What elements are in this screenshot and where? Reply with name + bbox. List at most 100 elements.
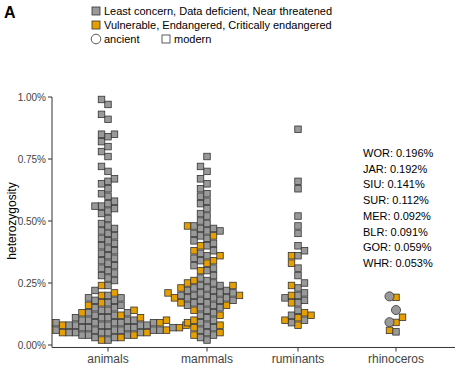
point (92, 305, 99, 312)
point (118, 312, 125, 319)
point (191, 248, 198, 255)
legend-shape (162, 35, 170, 43)
point (204, 252, 211, 259)
point (98, 210, 105, 217)
point (184, 280, 191, 287)
point (197, 225, 204, 232)
point (210, 280, 217, 287)
point (163, 327, 170, 334)
point (301, 248, 308, 255)
point (98, 257, 105, 264)
point (210, 233, 217, 240)
point (105, 193, 112, 200)
y-axis-label: heterozygosity (5, 182, 19, 259)
point (210, 265, 217, 272)
point (295, 322, 302, 329)
point (124, 310, 131, 317)
point (223, 287, 230, 294)
y-tick (48, 97, 52, 98)
point (98, 250, 105, 256)
point (105, 116, 112, 123)
point (204, 292, 211, 299)
point (197, 176, 204, 183)
x-tick-label: mammals (181, 352, 233, 366)
point (85, 332, 92, 339)
point (105, 208, 112, 215)
point (170, 324, 177, 331)
y-tick (48, 221, 52, 222)
annotation: WHR: 0.053% (363, 257, 433, 269)
point (217, 297, 224, 304)
point (105, 200, 112, 207)
point (204, 181, 211, 188)
point (191, 292, 198, 299)
point (295, 252, 302, 259)
y-tick-label: 0.50% (18, 216, 46, 227)
legend-swatch (92, 21, 100, 29)
point (210, 257, 217, 264)
point (210, 248, 217, 255)
point (204, 235, 211, 242)
point (53, 319, 60, 326)
point (111, 131, 118, 138)
y-tick-label: 1.00% (18, 92, 46, 103)
point (191, 255, 198, 262)
point (223, 295, 230, 302)
x-tick-label: animals (87, 352, 128, 366)
point (191, 332, 198, 339)
point (204, 205, 211, 212)
point (92, 327, 99, 334)
point (288, 312, 295, 319)
point (105, 178, 112, 185)
point (288, 282, 295, 289)
point (98, 228, 105, 235)
point (79, 324, 86, 331)
point (197, 297, 204, 304)
point (111, 255, 118, 262)
point (79, 310, 86, 317)
point (210, 332, 217, 339)
annotation: MER: 0.092% (363, 210, 431, 222)
point (105, 153, 112, 160)
point (105, 186, 112, 193)
point (204, 220, 211, 227)
x-tick (108, 347, 109, 351)
point (217, 329, 224, 336)
point (301, 297, 308, 304)
point (191, 300, 198, 307)
point (184, 287, 191, 294)
point (105, 300, 112, 307)
point (118, 295, 125, 302)
point (178, 300, 185, 307)
point (295, 307, 302, 314)
point (210, 225, 217, 232)
point (53, 327, 60, 334)
point (98, 131, 105, 138)
point (137, 314, 144, 321)
point (79, 332, 86, 339)
point (105, 307, 112, 314)
point (105, 245, 112, 252)
point (85, 302, 92, 309)
point (85, 310, 92, 317)
point (98, 138, 105, 145)
point (197, 243, 204, 250)
point (92, 319, 99, 326)
point (150, 319, 157, 326)
point (295, 243, 302, 250)
point (204, 337, 211, 344)
point (98, 203, 105, 210)
point (98, 190, 105, 197)
point (144, 322, 151, 329)
y-tick-label: 0.00% (18, 340, 46, 351)
point (217, 322, 224, 329)
point (301, 290, 308, 297)
point (204, 260, 211, 267)
point (105, 329, 112, 336)
point (223, 302, 230, 309)
point (295, 223, 302, 230)
point (386, 327, 393, 334)
point (230, 297, 237, 304)
point (393, 329, 400, 336)
annotation: JAR: 0.192% (363, 163, 427, 175)
